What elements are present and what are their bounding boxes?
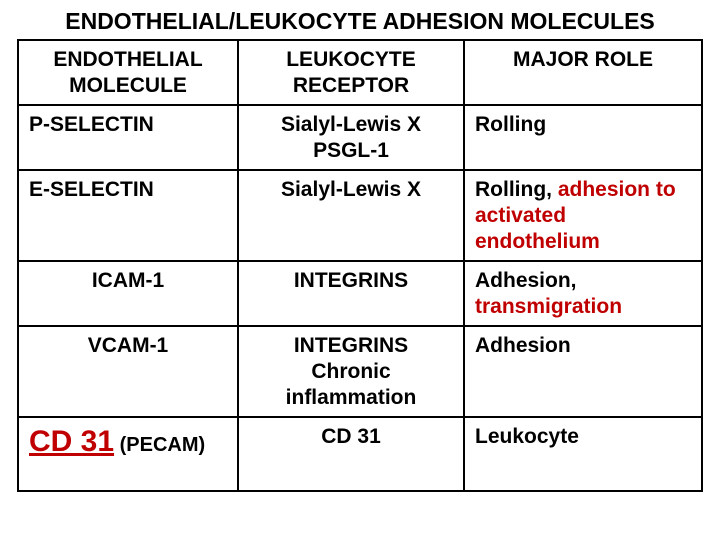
table-row: P-SELECTIN Sialyl-Lewis X PSGL-1 Rolling	[18, 105, 702, 170]
cell-role: Rolling, adhesion to activated endotheli…	[464, 170, 702, 261]
cell-receptor: Sialyl-Lewis X	[238, 170, 464, 261]
cell-receptor: INTEGRINS Chronic inflammation	[238, 326, 464, 417]
table-row: VCAM-1 INTEGRINS Chronic inflammation Ad…	[18, 326, 702, 417]
cell-receptor: Sialyl-Lewis X PSGL-1	[238, 105, 464, 170]
page-title: ENDOTHELIAL/LEUKOCYTE ADHESION MOLECULES	[0, 0, 720, 39]
table-row: ICAM-1 INTEGRINS Adhesion, transmigratio…	[18, 261, 702, 326]
table-header-row: ENDOTHELIAL MOLECULE LEUKOCYTE RECEPTOR …	[18, 40, 702, 105]
slide: ENDOTHELIAL/LEUKOCYTE ADHESION MOLECULES…	[0, 0, 720, 540]
table-row: E-SELECTIN Sialyl-Lewis X Rolling, adhes…	[18, 170, 702, 261]
cell-molecule: ICAM-1	[18, 261, 238, 326]
receptor-line: Sialyl-Lewis X	[249, 112, 453, 138]
cell-role: Adhesion	[464, 326, 702, 417]
cd31-label: CD 31	[29, 425, 114, 458]
col-header-role: MAJOR ROLE	[464, 40, 702, 105]
role-text: Rolling,	[475, 178, 558, 201]
cell-role: Leukocyte	[464, 417, 702, 491]
role-text: Adhesion,	[475, 269, 577, 292]
cell-role: Rolling	[464, 105, 702, 170]
pecam-label: (PECAM)	[114, 434, 205, 456]
receptor-line: PSGL-1	[249, 138, 453, 164]
col-header-endothelial: ENDOTHELIAL MOLECULE	[18, 40, 238, 105]
cell-molecule: CD 31 (PECAM)	[18, 417, 238, 491]
cell-molecule: P-SELECTIN	[18, 105, 238, 170]
cell-receptor: CD 31	[238, 417, 464, 491]
receptor-line: INTEGRINS	[249, 333, 453, 359]
table-row: CD 31 (PECAM) CD 31 Leukocyte	[18, 417, 702, 491]
role-text: Adhesion	[475, 334, 571, 357]
receptor-line: CD 31	[249, 424, 453, 484]
cell-molecule: VCAM-1	[18, 326, 238, 417]
receptor-line: Chronic inflammation	[249, 359, 453, 410]
role-text: Rolling	[475, 113, 546, 136]
cell-molecule: E-SELECTIN	[18, 170, 238, 261]
col-header-leukocyte: LEUKOCYTE RECEPTOR	[238, 40, 464, 105]
adhesion-table: ENDOTHELIAL MOLECULE LEUKOCYTE RECEPTOR …	[17, 39, 703, 492]
role-text-red: transmigration	[475, 295, 622, 318]
cell-receptor: INTEGRINS	[238, 261, 464, 326]
role-text: Leukocyte	[475, 425, 579, 448]
cell-role: Adhesion, transmigration	[464, 261, 702, 326]
